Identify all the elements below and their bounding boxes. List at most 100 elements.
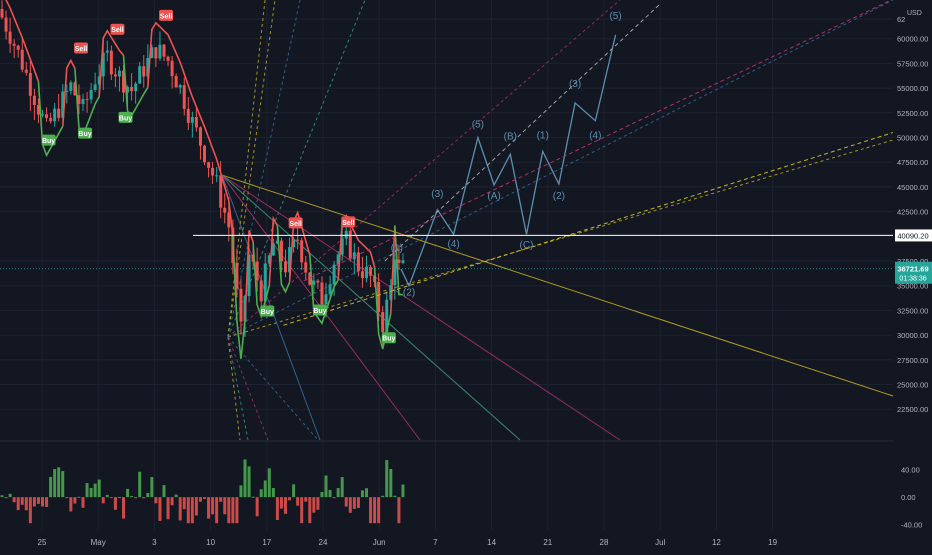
channel-line-upper [384,3,661,262]
time-axis-label: Jul [655,538,665,547]
price-axis-label: 57500.00 [897,59,928,68]
oscillator-bar [296,497,300,506]
candle-body [316,280,320,283]
candle-body [36,105,40,115]
candle-body [243,296,247,322]
candle-body [215,175,219,177]
osc-axis-label: 40.00 [901,466,920,475]
oscillator-bar [300,497,304,524]
signal-markers: Sell Sell Sell Buy Buy Buy Sell Sell Buy Buy Buy [41,9,396,344]
candle-body [130,86,134,92]
candle-body [360,271,364,278]
oscillator-bar [215,497,219,524]
time-axis-label: 24 [319,538,328,547]
candle-body [296,239,300,241]
fan-line-dashed [227,0,266,338]
oscillator-bar [162,485,166,498]
candle-body [166,56,170,61]
candle-body [207,162,211,168]
candle-body [105,50,109,53]
signal-badge-sell [341,216,356,228]
time-axis-label: Jun [373,538,386,547]
oscillator-bar [360,490,364,498]
oscillator-bar [12,497,16,503]
candle-body [284,261,287,273]
candle-body [154,47,158,59]
time-axis-label: 10 [206,538,215,547]
oscillator-bar [344,497,348,507]
oscillator-bar [0,495,4,498]
candle-body [89,89,93,100]
candle-body [93,84,97,90]
wave-label: (C) [520,240,534,251]
channel-line-lower [283,132,894,326]
candle-body [275,240,279,244]
trailing-stop-line [2,0,403,359]
time-axis-label: 17 [262,538,271,547]
candle-body [235,263,239,289]
candle-body [81,99,85,105]
channel-line-middle [303,0,893,282]
wave-label: (A) [487,191,500,202]
oscillator-bar [292,484,296,498]
price-tags: 40090.20 36721.69 01:38:36 [0,229,932,284]
price-axis-label: 32500.00 [897,306,928,315]
signal-badge-sell [159,9,174,21]
signal-badge-buy [78,127,93,139]
candle-body [312,280,316,285]
oscillator-bar [348,497,352,513]
oscillator-bar [16,497,20,511]
oscillator-bar [122,497,125,519]
candle-body [393,259,397,286]
candle-body [73,82,77,96]
candle-body [41,114,44,116]
level-price-tag [895,229,932,242]
oscillator-bar [154,497,158,504]
candle-body [239,288,243,322]
wave-label: (5) [609,11,621,22]
time-axis-label: 3 [152,538,157,547]
candle-body [32,95,36,106]
time-axis-label: 7 [433,538,438,547]
oscillator-bar [61,471,65,498]
oscillator-bar [223,497,227,515]
candle-body [4,17,8,32]
time-axis[interactable]: 25 May 3 10 17 24 Jun 7 14 21 28 Jul 12 19 [38,538,778,547]
oscillator-bar [97,479,101,498]
fan-line-dashed [227,139,894,338]
signal-badge-buy [381,332,396,344]
oscillator-bar [150,477,154,498]
projection-path [400,34,617,288]
candle-body [203,145,206,163]
oscillator-bar [101,497,105,504]
oscillator-bar [389,468,393,498]
candle-body [227,212,231,228]
signal-badge-buy [312,304,327,316]
fan-line-dashed [227,336,269,441]
oscillator-bar [247,466,251,498]
time-axis-label: May [91,538,106,547]
wave-label: (5) [472,120,484,131]
oscillator-bar [166,497,170,520]
oscillator-bar [186,497,190,524]
signal-badge-buy [118,111,133,123]
candle-body [308,272,312,285]
oscillator-bar [259,489,263,498]
oscillator-bar [36,497,40,504]
oscillator-bar [134,497,138,499]
oscillator-bar [203,497,206,500]
oscillator-bar [279,497,283,509]
level-price-label: 40090.20 [897,231,928,240]
candle-body [182,85,186,109]
signal-badge-sell [110,23,125,35]
oscillator-bar [142,497,146,499]
candle-body [150,47,154,58]
oscillator-bar [320,492,324,498]
candle-body [49,118,53,122]
oscillator-bar [126,488,130,498]
oscillator-bar [373,497,377,524]
candle-body [340,238,344,255]
